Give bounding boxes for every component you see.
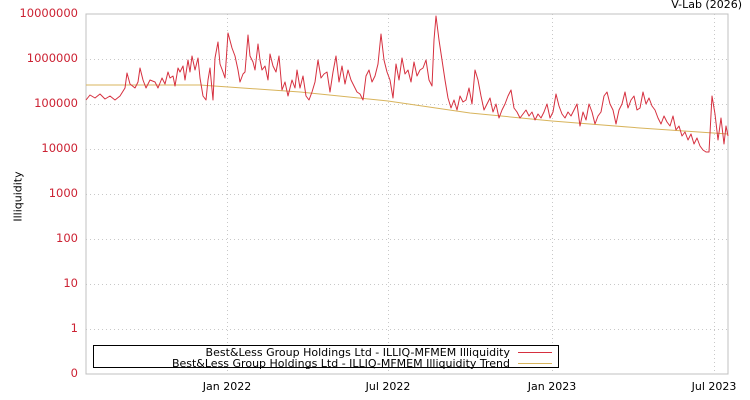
gridlines [86,14,728,374]
y-tick: 10000 [41,141,78,155]
y-tick: 0 [70,366,78,380]
legend-label: Best&Less Group Holdings Ltd - ILLIQ-MFM… [171,357,510,370]
y-tick: 100 [56,231,78,245]
legend: Best&Less Group Holdings Ltd - ILLIQ-MFM… [93,345,559,370]
plot-border [85,13,729,375]
x-tick: Jan 2022 [202,380,252,393]
y-tick: 1000000 [26,51,78,65]
legend-item-illiquidity: Best&Less Group Holdings Ltd - ILLIQ-MFM… [206,346,552,359]
y-tick: 100000 [34,96,78,110]
x-tick: Jan 2023 [527,380,577,393]
illiquidity-line [85,15,729,153]
y-tick: 1000 [48,186,78,200]
y-tick: 10 [63,276,78,290]
legend-label: Best&Less Group Holdings Ltd - ILLIQ-MFM… [205,346,510,359]
x-tick: Jul 2022 [365,380,411,393]
x-tick: Jul 2023 [691,380,737,393]
y-tick: 1 [70,321,78,335]
legend-swatch-red [518,352,552,353]
y-tick: 10000000 [19,6,78,20]
trend-line [86,84,729,135]
watermark: V-Lab (2026) [671,0,742,11]
legend-item-trend: Best&Less Group Holdings Ltd - ILLIQ-MFM… [172,357,552,370]
legend-swatch-gold [518,363,552,364]
